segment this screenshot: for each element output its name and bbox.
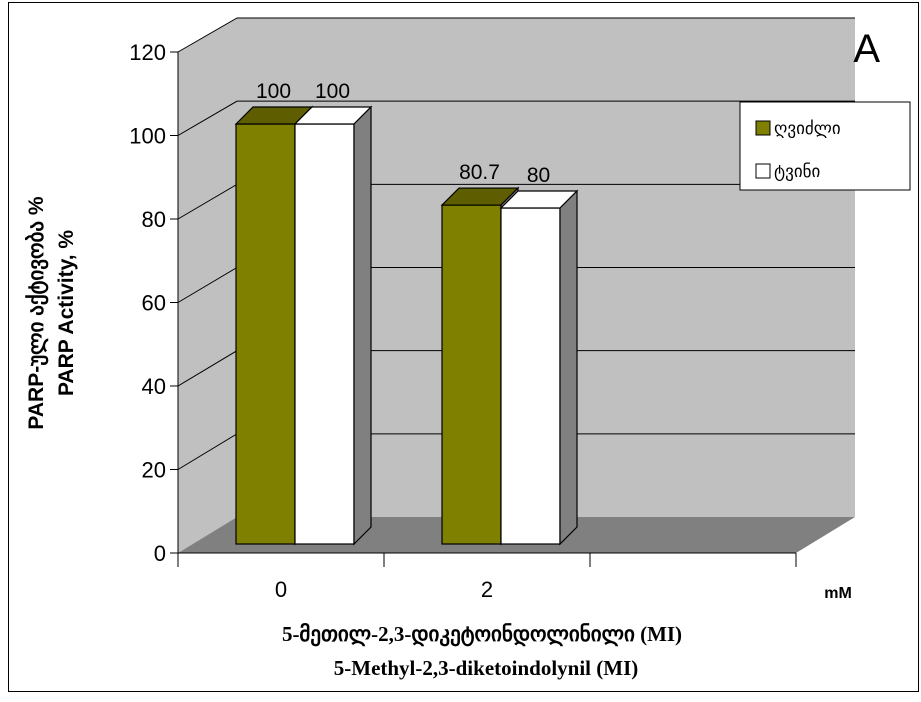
legend-swatch-liver [755, 120, 771, 136]
bar-side [559, 189, 578, 546]
x-category-label: 0 [275, 577, 287, 602]
y-tick-label: 0 [154, 541, 166, 566]
legend-label-brain: ტვინი [774, 162, 820, 182]
y-axis-label-english: PARP Activity, % [55, 230, 78, 396]
y-tick-label: 100 [129, 124, 166, 149]
legend-label-liver: ღვიძლი [774, 119, 841, 139]
y-axis-label-georgian: PARP-ული აქტივობა % [25, 196, 49, 429]
x-category-label: 2 [481, 577, 493, 602]
x-axis-label-georgian: 5-მეთილ-2,3-დიკეტოინდოლინილი (MI) [282, 622, 682, 647]
data-label: 100 [315, 80, 350, 103]
bars [234, 105, 579, 546]
panel-letter: A [853, 27, 880, 71]
bar [235, 123, 296, 545]
data-label: 80.7 [459, 161, 500, 184]
data-label: 80 [527, 164, 550, 187]
y-tick-label: 80 [142, 207, 166, 232]
x-axis-label-english: 5-Methyl-2,3-diketoindolynil (MI) [334, 656, 639, 680]
bar [500, 207, 561, 545]
gridline [177, 17, 855, 53]
y-tick-label: 40 [142, 374, 166, 399]
y-tick-label: 120 [129, 40, 166, 65]
bar-side [353, 105, 372, 546]
legend-swatch-brain [755, 163, 771, 179]
y-tick-label: 60 [142, 291, 166, 316]
axes: 0 20 40 60 80 100 120 0 2 [129, 40, 797, 602]
data-labels: 100 100 80.7 80 [256, 80, 550, 187]
data-label: 100 [256, 80, 291, 103]
bar [294, 123, 355, 545]
y-tick-label: 20 [142, 458, 166, 483]
gridline [177, 100, 855, 136]
x-axis-unit: mM [824, 585, 852, 602]
bar [441, 204, 502, 545]
legend: ღვიძლი ტვინი [739, 101, 911, 191]
